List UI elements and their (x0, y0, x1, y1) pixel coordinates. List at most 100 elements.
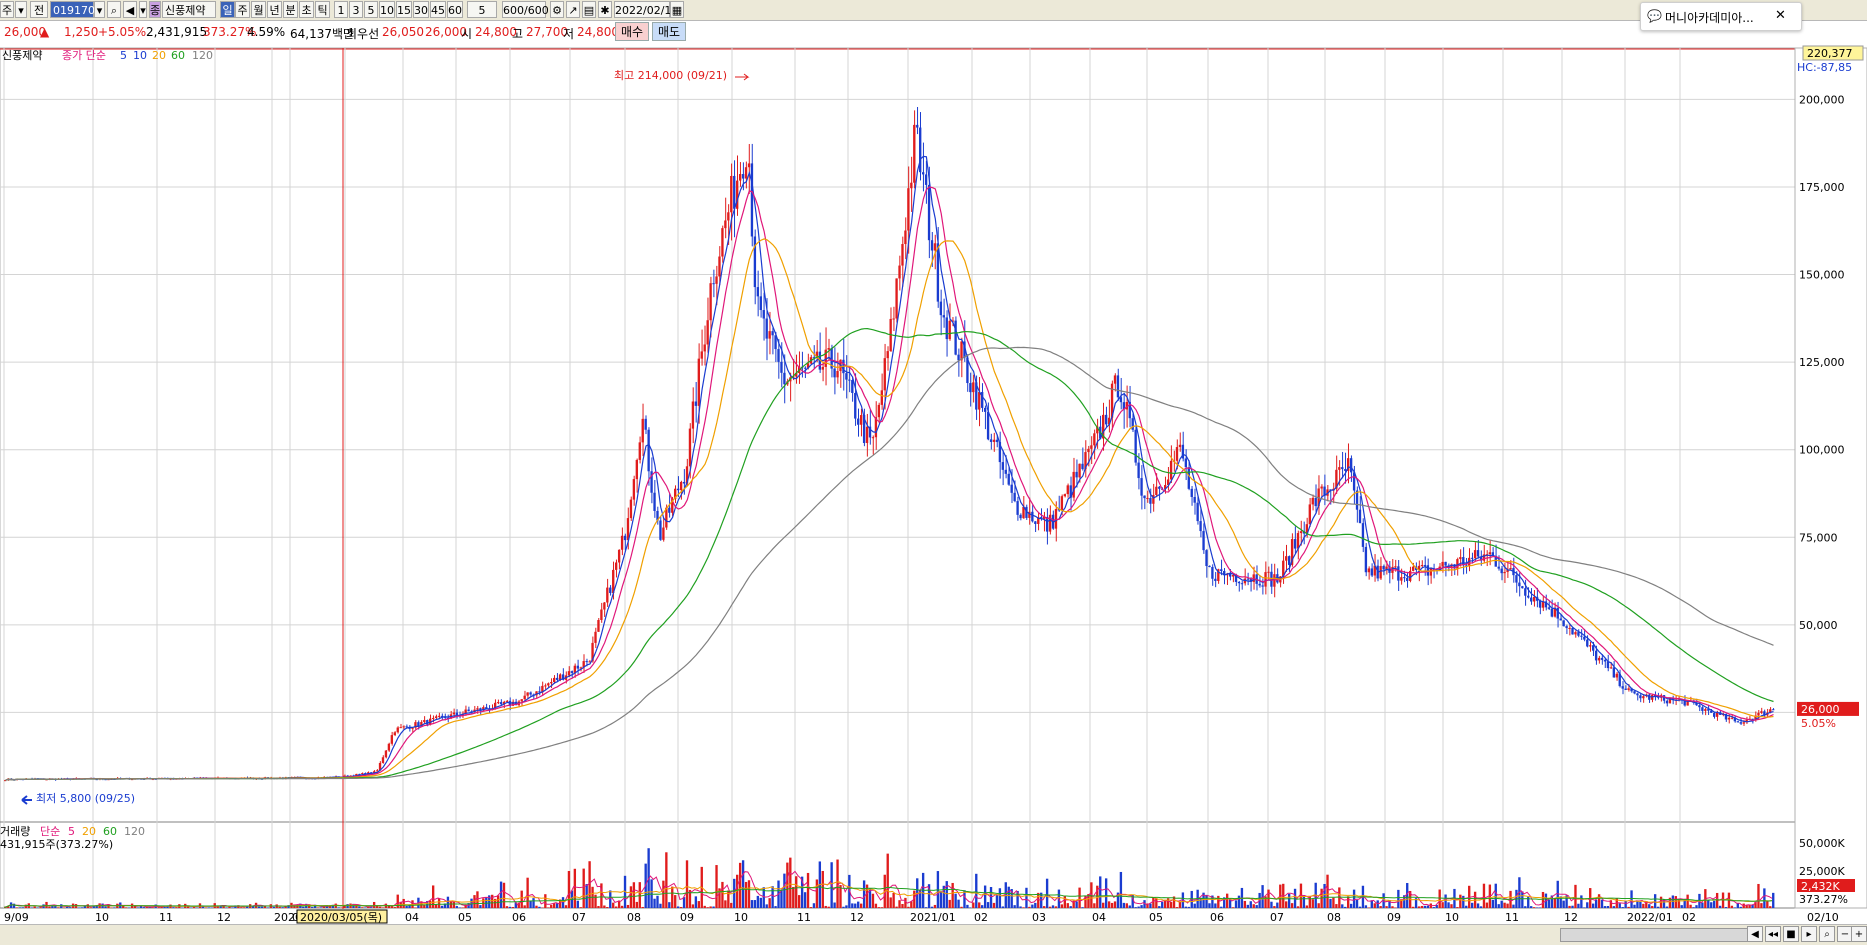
volume-bar (502, 882, 506, 908)
x-axis-panel (0, 909, 1867, 923)
mode-dropdown-arrow[interactable]: ▾ (15, 1, 27, 18)
volume-bar (620, 905, 624, 908)
volume-bar (390, 906, 394, 908)
period-button-5[interactable]: 초 (299, 1, 314, 18)
volume-bar (1574, 884, 1577, 908)
x-tick-label: 12 (1564, 911, 1578, 924)
speaker-dropdown-arrow[interactable]: ▾ (139, 1, 147, 18)
candle-body (665, 507, 668, 528)
interval-button-5[interactable]: 30 (413, 1, 429, 18)
volume-bar (499, 881, 503, 908)
candle-body (874, 417, 878, 438)
candle-body (1397, 566, 1400, 581)
volume-bar (431, 885, 435, 908)
volume-bar (939, 891, 943, 908)
volume-bar (1609, 900, 1613, 908)
period-button-4[interactable]: 분 (283, 1, 298, 18)
candle-body (1367, 568, 1371, 573)
volume-bar (1134, 907, 1137, 908)
mode-select[interactable]: 주 (0, 1, 14, 18)
candle-body (502, 701, 506, 705)
period-button-2[interactable]: 월 (251, 1, 266, 18)
next-icon[interactable]: ▸ (1801, 926, 1817, 942)
volume-bar (1562, 900, 1565, 908)
volume-bar (833, 902, 836, 908)
interval-select[interactable]: 5 (467, 1, 497, 18)
volume-bar (166, 905, 169, 908)
volume-bar (1063, 896, 1066, 908)
stock-code-input[interactable]: 019170 (50, 1, 95, 18)
candle-body (1530, 597, 1533, 602)
period-button-0[interactable]: 일 (220, 1, 235, 18)
market-select[interactable]: 전 (30, 1, 48, 18)
candle-body (901, 244, 904, 266)
buy-button[interactable]: 매수 (615, 22, 649, 41)
candle-body (703, 344, 706, 352)
candle-body (1323, 486, 1326, 496)
candle-body (1429, 568, 1433, 576)
interval-button-2[interactable]: 5 (364, 1, 378, 18)
candle-body (694, 401, 698, 406)
volume-bar (455, 906, 458, 908)
candle-body (1063, 494, 1066, 497)
volume-bar (310, 907, 314, 908)
interval-button-4[interactable]: 15 (396, 1, 412, 18)
volume-bar (192, 907, 196, 908)
speaker-icon[interactable]: ◀ (123, 1, 137, 18)
notification-popup[interactable]: 💬 머니아카데미아... ✕ (1640, 2, 1802, 31)
candle-body (1586, 639, 1589, 647)
trend-line-icon[interactable]: ↗ (566, 1, 580, 18)
volume-bar (1656, 906, 1660, 908)
date-input[interactable]: 2022/02/10 (614, 1, 678, 18)
stock-chart[interactable]: 200,000 175,000 150,000 125,000 100,000 75,00… (0, 45, 1867, 952)
search-icon[interactable]: ⌕ (107, 1, 121, 18)
interval-button-0[interactable]: 1 (334, 1, 348, 18)
chart-settings-icon[interactable]: ⚙ (550, 1, 564, 18)
bar-count[interactable]: 600/600 (502, 1, 549, 18)
save-icon[interactable]: ▤ (582, 1, 596, 18)
interval-button-6[interactable]: 45 (430, 1, 446, 18)
scroll-bar[interactable] (0, 924, 1867, 945)
period-button-1[interactable]: 주 (235, 1, 250, 18)
candle-body (886, 351, 889, 359)
scroll-thumb[interactable] (1560, 928, 1762, 942)
volume-bar (216, 905, 219, 908)
close-icon[interactable]: ✕ (1775, 8, 1786, 23)
gear-icon[interactable]: ✱ (598, 1, 612, 18)
candle-body (715, 276, 718, 284)
ma5-line (5, 155, 1774, 781)
candle-body (1403, 577, 1406, 579)
candle-body (1621, 686, 1624, 689)
candle-body (821, 366, 824, 370)
period-button-3[interactable]: 년 (267, 1, 282, 18)
calendar-icon[interactable]: ▦ (670, 1, 684, 18)
volume-bar (1214, 903, 1217, 908)
zoom-icon[interactable]: ⌕ (1819, 926, 1835, 942)
prev-icon[interactable]: ◀ (1747, 926, 1763, 942)
candle-body (1772, 709, 1775, 711)
volume-bar (744, 881, 748, 908)
stop-icon[interactable]: ■ (1783, 926, 1799, 942)
volume-bar (122, 905, 125, 908)
volume-bar (771, 886, 774, 908)
volume-bar (1358, 906, 1362, 908)
volume-bar (1237, 895, 1241, 908)
candle-body (924, 174, 928, 185)
candle-body (1515, 575, 1518, 583)
volume-bar (511, 906, 515, 908)
candle-body (1261, 585, 1264, 587)
sell-button[interactable]: 매도 (652, 22, 686, 41)
candle-body (1001, 462, 1005, 470)
interval-button-7[interactable]: 60 (447, 1, 463, 18)
interval-button-1[interactable]: 3 (349, 1, 363, 18)
interval-button-3[interactable]: 10 (379, 1, 395, 18)
rewind-icon[interactable]: ◂◂ (1765, 926, 1781, 942)
candle-body (910, 182, 913, 189)
volume-bar (1692, 907, 1695, 908)
zoom-in-icon[interactable]: + (1851, 926, 1867, 942)
candle-body (1347, 458, 1350, 471)
code-dropdown-arrow[interactable]: ▾ (94, 1, 105, 18)
period-button-6[interactable]: 틱 (315, 1, 330, 18)
volume-bar (561, 897, 565, 908)
candle-body (544, 685, 547, 687)
